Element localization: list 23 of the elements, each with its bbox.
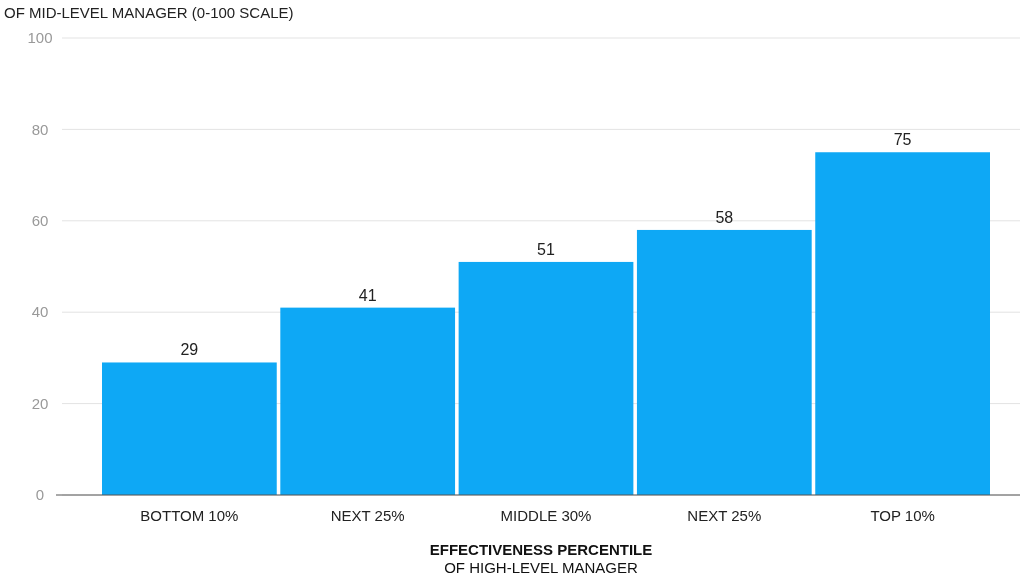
- y-tick-label: 80: [31, 120, 49, 138]
- x-tick-label: TOP 10%: [870, 507, 935, 524]
- data-label: 41: [358, 286, 377, 304]
- data-label: 58: [715, 208, 734, 226]
- bar: [815, 152, 990, 495]
- y-tick-label: 0: [35, 486, 45, 504]
- x-tick-label: BOTTOM 10%: [140, 507, 239, 524]
- bar: [280, 307, 456, 495]
- data-label: 29: [180, 341, 199, 359]
- bar: [636, 229, 812, 495]
- y-tick-label: 60: [31, 212, 49, 230]
- y-tick-label: 20: [31, 394, 49, 412]
- x-tick-label: NEXT 25%: [687, 507, 762, 524]
- x-tick-label: MIDDLE 30%: [500, 507, 592, 524]
- y-axis-title: OF MID-LEVEL MANAGER (0-100 SCALE): [4, 4, 294, 21]
- data-label: 75: [893, 131, 912, 149]
- data-label: 51: [537, 240, 555, 258]
- bar: [102, 362, 277, 495]
- y-tick-label: 100: [27, 29, 53, 47]
- y-tick-label: 40: [31, 303, 49, 321]
- x-tick-label: NEXT 25%: [330, 507, 405, 524]
- x-axis-title: EFFECTIVENESS PERCENTILE OF HIGH-LEVEL MANAGER: [429, 541, 653, 576]
- bar: [458, 261, 634, 495]
